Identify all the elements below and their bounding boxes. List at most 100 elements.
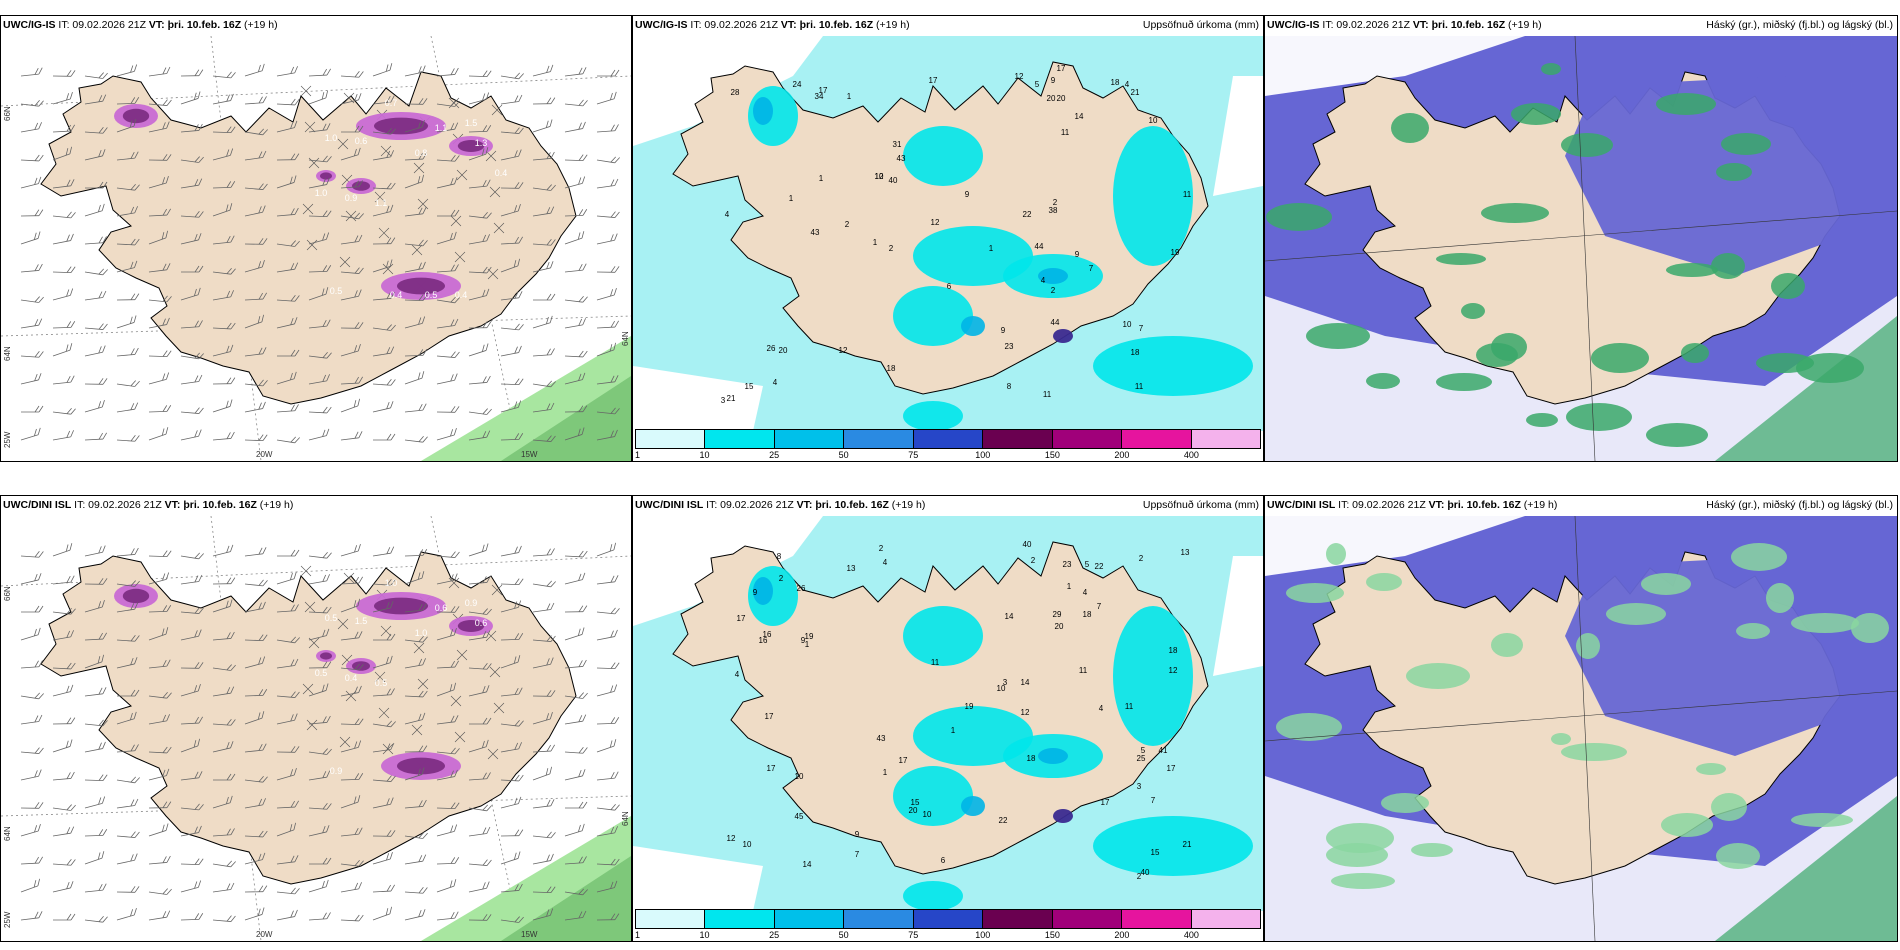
wind-barb: [404, 571, 425, 585]
value-label: 0.4: [345, 673, 358, 683]
wind-barb: [84, 915, 108, 923]
wind-barb: [116, 831, 140, 838]
wind-barb-flag: [194, 430, 198, 438]
wind-barb-flag: [258, 775, 264, 782]
value-label: 7: [1089, 264, 1094, 273]
colorbar-tick-label: 1: [635, 930, 641, 940]
wind-barb-flag: [166, 572, 170, 580]
wind-barb: [181, 265, 204, 273]
wind-barb-shaft: [404, 577, 423, 585]
valid-time-label: VT:: [1412, 19, 1429, 31]
precip-moderate-area: [913, 706, 1033, 766]
wind-barb-shaft: [20, 666, 39, 669]
wind-barb-flag: [517, 655, 521, 663]
lon-label-20w: 20W: [256, 930, 273, 939]
wind-barb: [84, 600, 105, 613]
valid-time-label: VT:: [1428, 499, 1445, 511]
wind-barb: [212, 915, 236, 922]
wind-barb-flag: [614, 320, 619, 328]
wind-barb: [148, 572, 170, 585]
wind-barb: [596, 320, 619, 329]
wind-barb-flag: [226, 687, 231, 694]
wind-barb-shaft: [212, 692, 231, 697]
value-label: 2: [779, 574, 784, 583]
value-label: 18: [1027, 754, 1036, 763]
wind-barb-shaft: [52, 746, 71, 753]
wind-barb-flag: [34, 209, 40, 216]
map-wind-snow[interactable]: 1.00.5 1.50.6 0.90.61.00.5 0.4 0.50.9: [1, 516, 631, 941]
wind-barb-flag: [578, 209, 584, 216]
wind-barb-flag: [614, 771, 619, 779]
wind-barb-flag: [198, 825, 202, 833]
snow-heavy-area: [397, 757, 445, 775]
wind-barb-shaft: [84, 327, 103, 330]
map-cloud-cover[interactable]: [1265, 36, 1897, 461]
wind-barb-flag: [38, 100, 44, 107]
wind-barb-flag: [550, 381, 556, 388]
mixed-precip-hatch: [378, 707, 390, 719]
wind-barb-flag: [546, 380, 553, 387]
wind-barb-flag: [230, 664, 236, 671]
wind-barb-shaft: [212, 919, 231, 922]
map-accum-precip[interactable]: 2112112162310201012922161017171412211715…: [633, 516, 1263, 911]
wind-barb-flag: [66, 859, 72, 866]
map-cloud-cover[interactable]: [1265, 516, 1897, 941]
wind-barb-shaft: [244, 131, 263, 136]
wind-barb-flag: [486, 125, 492, 132]
panel-header: UWC/IG-IS IT: 09.02.2026 21Z VT: þri. 10…: [635, 19, 1259, 35]
wind-barb-shaft: [84, 155, 103, 161]
wind-barb-flag: [98, 291, 103, 299]
wind-barb-flag: [358, 631, 363, 638]
wind-barb-shaft: [212, 241, 231, 245]
wind-barb: [20, 551, 44, 558]
wind-barb-shaft: [116, 608, 135, 613]
wind-barb-flag: [614, 124, 619, 131]
wind-barb-shaft: [372, 101, 391, 105]
wind-barb-flag: [38, 263, 43, 271]
wind-barb: [596, 803, 620, 811]
cloud-mid-low-area: [1366, 373, 1400, 389]
wind-barb-flag: [614, 608, 620, 615]
wind-barb: [309, 857, 332, 865]
wind-barb-flag: [578, 318, 583, 326]
wind-barb-flag: [98, 95, 103, 102]
wind-barb-shaft: [468, 130, 488, 133]
wind-barb-flag: [386, 205, 390, 213]
wind-barb: [244, 689, 268, 697]
wind-barb: [148, 317, 170, 329]
wind-barb-flag: [550, 293, 556, 301]
wind-barb-flag: [326, 156, 332, 163]
value-label: 1.5: [355, 616, 368, 626]
wind-barb-flag: [422, 854, 427, 862]
wind-barb-flag: [577, 628, 581, 636]
wind-barb-flag: [226, 345, 230, 353]
wind-barb-flag: [609, 544, 613, 552]
wind-barb-flag: [130, 831, 136, 838]
wind-barb-flag: [230, 861, 236, 868]
wind-barb-shaft: [532, 383, 551, 388]
mixed-precip-hatch: [485, 150, 497, 162]
wind-barb-shaft: [340, 75, 359, 78]
wind-barb-flag: [226, 290, 231, 298]
wind-barb-flag: [354, 576, 360, 584]
wind-barb-flag: [577, 232, 581, 240]
map-wind-snow[interactable]: 0.71.0 0.61.1 1.51.30.81.0 0.9 1.10.5 0.4 0.5 0…: [1, 36, 631, 461]
wind-barb-flag: [230, 148, 234, 156]
wind-barb-shaft: [52, 185, 71, 189]
wind-barb-flag: [390, 401, 394, 409]
panel-header: UWC/DINI ISL IT: 09.02.2026 21Z VT: þri.…: [635, 499, 1259, 515]
wind-barb-shaft: [84, 242, 103, 245]
value-label: 40: [1141, 868, 1150, 877]
wind-barb-flag: [66, 827, 71, 834]
wind-barb-flag: [97, 852, 101, 860]
wind-barb: [532, 635, 556, 642]
wind-barb-shaft: [340, 550, 359, 557]
wind-barb-flag: [166, 768, 170, 776]
value-label: 2: [879, 544, 884, 553]
wind-barb-shaft: [532, 860, 551, 865]
wind-barb-flag: [161, 824, 165, 832]
wind-barb: [404, 152, 427, 161]
value-label: 15: [1151, 848, 1160, 857]
map-accum-precip[interactable]: 1212212111492114201020191517111812121724…: [633, 36, 1263, 431]
wind-barb: [532, 348, 555, 357]
